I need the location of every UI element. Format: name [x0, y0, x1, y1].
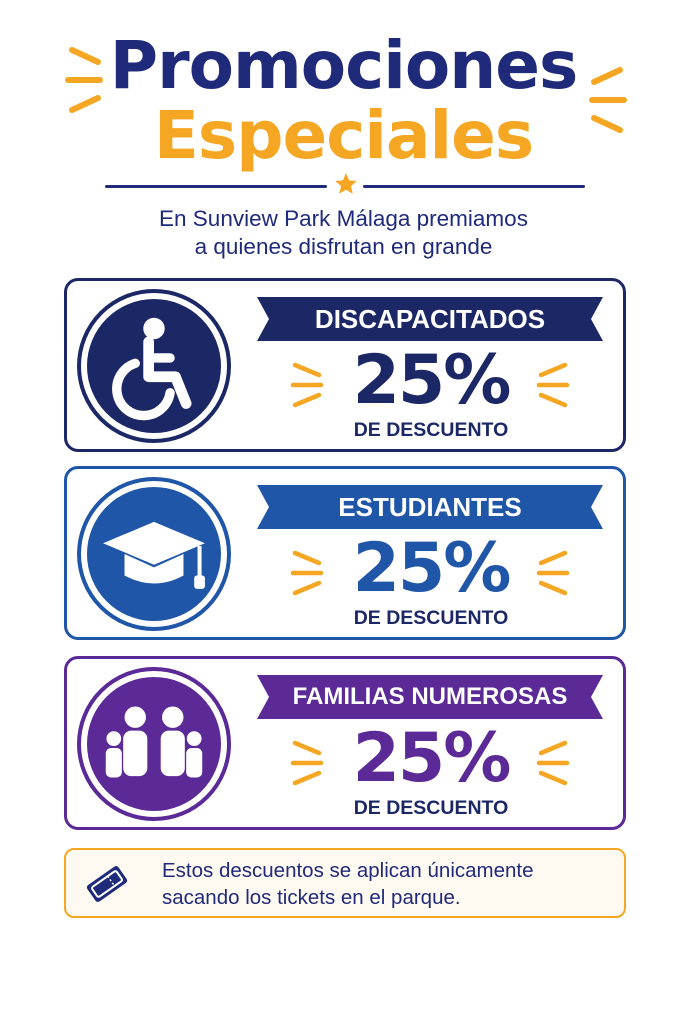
icon-circle: [77, 477, 231, 631]
category-ribbon: ESTUDIANTES: [257, 485, 603, 529]
divider-left: [105, 185, 327, 188]
note-line-1: Estos descuentos se aplican únicamente: [162, 859, 534, 882]
promo-card-disability: DISCAPACITADOS 25% DE DESCUENTO: [64, 278, 626, 452]
category-ribbon: DISCAPACITADOS: [257, 297, 603, 341]
subtitle-line-2: a quienes disfrutan en grande: [194, 234, 493, 259]
star-icon: [335, 173, 357, 194]
wheelchair-icon: [112, 317, 192, 421]
discount-label: DE DESCUENTO: [353, 797, 509, 819]
discount-label: DE DESCUENTO: [353, 607, 509, 629]
info-note: Estos descuentos se aplican únicamente s…: [64, 848, 626, 918]
discount-value: 25%: [352, 719, 512, 798]
icon-circle: [77, 289, 231, 443]
rays-left-icon: [290, 550, 324, 596]
family-icon: [105, 706, 203, 778]
category-label: DISCAPACITADOS: [314, 303, 546, 334]
sparkle-right-icon: [589, 67, 627, 133]
category-label: ESTUDIANTES: [338, 491, 522, 522]
discount-value: 25%: [352, 341, 512, 420]
ticket-icon: [86, 866, 128, 902]
rays-left-icon: [290, 362, 324, 408]
promo-card-large-families: FAMILIAS NUMEROSAS 25% DE DESCUENTO: [64, 656, 626, 830]
divider-right: [363, 185, 585, 188]
category-ribbon: FAMILIAS NUMEROSAS: [257, 675, 603, 719]
graduation-cap-icon: [103, 521, 205, 589]
title-line-1: Promociones: [109, 27, 579, 104]
note-line-2: sacando los tickets en el parque.: [162, 886, 461, 909]
sparkle-left-icon: [65, 47, 103, 113]
discount-value: 25%: [352, 529, 512, 608]
rays-right-icon: [536, 362, 570, 408]
note-text: Estos descuentos se aplican únicamente s…: [162, 857, 612, 911]
rays-right-icon: [536, 740, 570, 786]
page-title: Promociones Especiales: [0, 28, 687, 174]
discount-label: DE DESCUENTO: [353, 419, 509, 441]
title-line-2: Especiales: [153, 97, 534, 174]
category-label: FAMILIAS NUMEROSAS: [292, 683, 568, 710]
rays-right-icon: [536, 550, 570, 596]
subtitle: En Sunview Park Málaga premiamos a quien…: [0, 205, 687, 261]
promo-card-students: ESTUDIANTES 25% DE DESCUENTO: [64, 466, 626, 640]
icon-circle: [77, 667, 231, 821]
subtitle-line-1: En Sunview Park Málaga premiamos: [159, 206, 528, 231]
rays-left-icon: [290, 740, 324, 786]
